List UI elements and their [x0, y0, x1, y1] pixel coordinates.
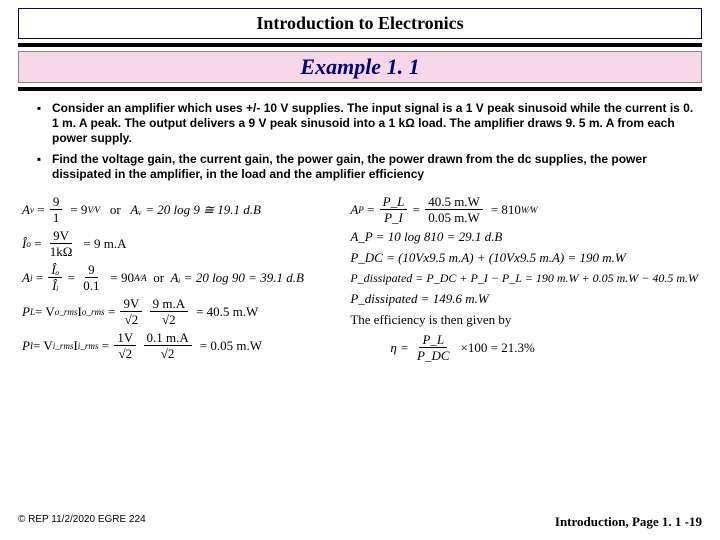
bullet-icon: ▪: [26, 101, 52, 146]
eq-eta: η = P_LP_DC ×100 = 21.3%: [390, 333, 698, 362]
eq-eff-label: The efficiency is then given by: [350, 312, 698, 328]
rule-top: [18, 43, 702, 47]
eq-pl: PL = Vo_rms Io_rms = 9V√2 9 m.A√2 = 40.5…: [22, 297, 342, 326]
eq-pdis1: P_dissipated = P_DC + P_I − P_L = 190 m.…: [350, 271, 698, 286]
eq-pdc: P_DC = (10Vx9.5 m.A) + (10Vx9.5 m.A) = 1…: [350, 250, 698, 266]
subtitle-box: Example 1. 1: [18, 51, 702, 83]
eq-pi: PI = Vi_rms Ii_rms = 1V√2 0.1 m.A√2 = 0.…: [22, 331, 342, 360]
page-title: Introduction to Electronics: [18, 8, 702, 39]
bullet-text: Consider an amplifier which uses +/- 10 …: [52, 101, 694, 146]
eq-pdis2: P_dissipated = 149.6 m.W: [350, 291, 698, 307]
equations-left: Av = 91 = 9V⁄V or Aᵥ = 20 log 9 ≅ 19.1 d…: [18, 190, 346, 367]
footer: © REP 11/2/2020 EGRE 224 Introduction, P…: [18, 514, 702, 530]
equations: Av = 91 = 9V⁄V or Aᵥ = 20 log 9 ≅ 19.1 d…: [18, 190, 702, 367]
bullet-icon: ▪: [26, 152, 52, 182]
bullet-text: Find the voltage gain, the current gain,…: [52, 152, 694, 182]
equations-right: AP = P_LP_I = 40.5 m.W0.05 m.W = 810W⁄W …: [346, 190, 702, 367]
footer-right: Introduction, Page 1. 1 -19: [555, 514, 702, 530]
footer-left: © REP 11/2/2020 EGRE 224: [18, 514, 146, 530]
list-item: ▪ Consider an amplifier which uses +/- 1…: [26, 101, 694, 146]
eq-ap2: A_P = 10 log 810 = 29.1 d.B: [350, 229, 698, 245]
eq-ap1: AP = P_LP_I = 40.5 m.W0.05 m.W = 810W⁄W: [350, 195, 698, 224]
eq-av: Av = 91 = 9V⁄V or Aᵥ = 20 log 9 ≅ 19.1 d…: [22, 195, 342, 224]
bullet-list: ▪ Consider an amplifier which uses +/- 1…: [26, 101, 694, 182]
eq-ai: Ai = ÎₒÎᵢ = 90.1 = 90A⁄A or Aᵢ = 20 log …: [22, 263, 342, 292]
rule-bottom: [18, 87, 702, 91]
subtitle: Example 1. 1: [19, 52, 701, 82]
eq-io: Îo = 9V1kΩ = 9 m.A: [22, 229, 342, 258]
list-item: ▪ Find the voltage gain, the current gai…: [26, 152, 694, 182]
